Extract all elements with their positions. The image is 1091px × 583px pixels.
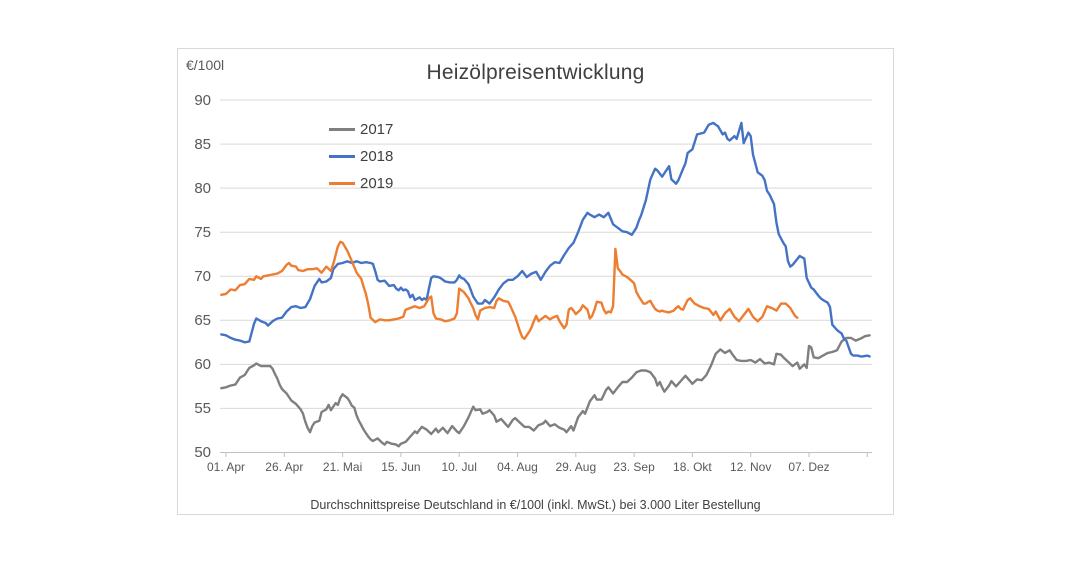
y-tick-label: 80: [194, 179, 211, 197]
y-tick-label: 70: [194, 267, 211, 285]
x-tick-label: 18. Okt: [673, 459, 712, 474]
legend-item-2019: 2019: [329, 170, 393, 197]
y-tick-label: 65: [194, 311, 211, 329]
legend-label-2018: 2018: [360, 148, 394, 165]
series-line-2017: [220, 334, 871, 448]
x-tick-label: 01. Apr: [206, 459, 246, 474]
legend-label-2017: 2017: [360, 121, 394, 138]
y-tick-label: 85: [194, 135, 211, 153]
series-line-2019: [220, 240, 799, 341]
x-tick-label: 10. Jul: [441, 459, 477, 474]
y-tick-label: 55: [194, 399, 211, 417]
x-tick-label: 07. Dez: [788, 459, 830, 474]
x-tick-label: 04. Aug: [497, 459, 538, 474]
plot-area-svg: [220, 99, 872, 457]
legend-item-2017: 2017: [329, 116, 393, 143]
x-tick-label: 26. Apr: [265, 459, 304, 474]
series-line-2018: [220, 121, 871, 358]
legend: 2017 2018 2019: [329, 116, 393, 197]
chart-caption: Durchschnittspreise Deutschland in €/100…: [310, 498, 761, 512]
legend-swatch-2017: [329, 128, 355, 131]
y-tick-label: 75: [194, 223, 211, 241]
legend-swatch-2019: [329, 182, 355, 185]
x-tick-label: 21. Mai: [322, 459, 363, 474]
legend-swatch-2018: [329, 155, 355, 158]
y-tick-label: 50: [194, 444, 211, 461]
y-axis-unit-label: €/100l: [186, 57, 225, 73]
x-tick-label: 23. Sep: [613, 459, 655, 474]
y-tick-label: 90: [194, 91, 211, 109]
legend-label-2019: 2019: [360, 175, 394, 192]
chart-title: Heizölpreisentwicklung: [426, 61, 645, 84]
x-tick-label: 12. Nov: [730, 459, 772, 474]
x-tick-label: 15. Jun: [381, 459, 421, 474]
y-tick-label: 60: [194, 355, 211, 373]
legend-item-2018: 2018: [329, 143, 393, 170]
chart-card: €/100l Heizölpreisentwicklung 2017 2018 20…: [177, 48, 894, 515]
x-tick-label: 29. Aug: [555, 459, 597, 474]
